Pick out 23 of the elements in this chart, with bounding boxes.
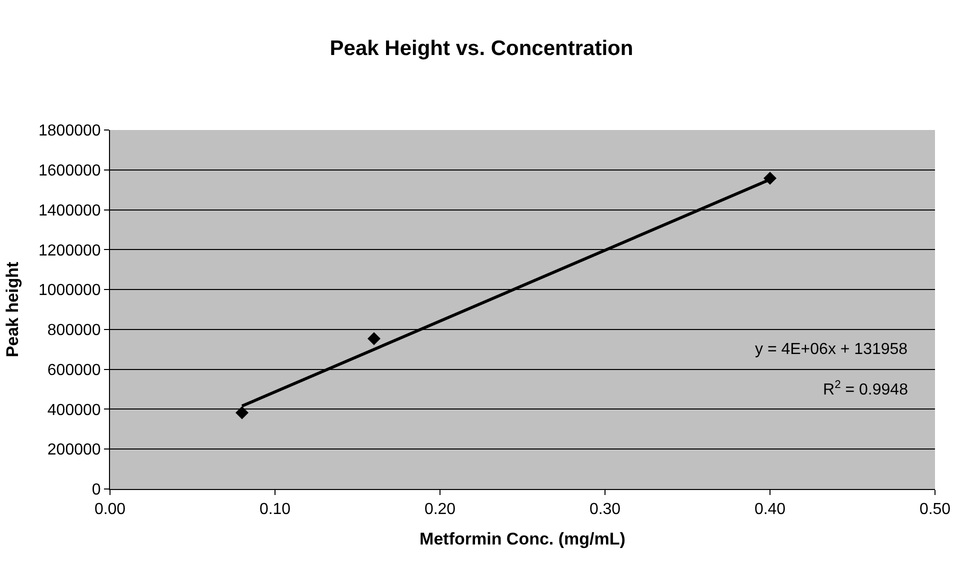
x-tick-label: 0.30: [589, 501, 621, 518]
x-tick-label: 0.20: [424, 501, 456, 518]
x-axis-title: Metformin Conc. (mg/mL): [420, 530, 626, 549]
annotation: y = 4E+06x + 131958: [755, 341, 908, 358]
y-tick-label: 800000: [47, 322, 101, 340]
y-tick-label: 1800000: [38, 122, 101, 140]
chart-title: Peak Height vs. Concentration: [330, 37, 634, 60]
x-tick-label: 0.10: [259, 501, 291, 518]
point: [368, 332, 380, 346]
x-tick-label: 0.00: [94, 501, 126, 518]
y-tick-label: 1600000: [38, 162, 101, 180]
y-tick-label: 1400000: [38, 202, 101, 220]
y-tick-label: 1200000: [38, 242, 101, 260]
x-tick-label: 0.50: [919, 501, 951, 518]
y-tick-label: 1000000: [38, 282, 101, 300]
y-axis-title: Peak height: [3, 261, 22, 358]
point: [236, 406, 248, 420]
y-tick-label: 200000: [47, 442, 101, 459]
annotation: R$^{2}$ = 0.9948: [823, 379, 908, 399]
y-tick-label: 600000: [47, 362, 101, 379]
y-tick-label: 400000: [47, 402, 101, 419]
x-tick-label: 0.40: [754, 501, 786, 518]
y-tick-label: 0: [92, 482, 101, 499]
